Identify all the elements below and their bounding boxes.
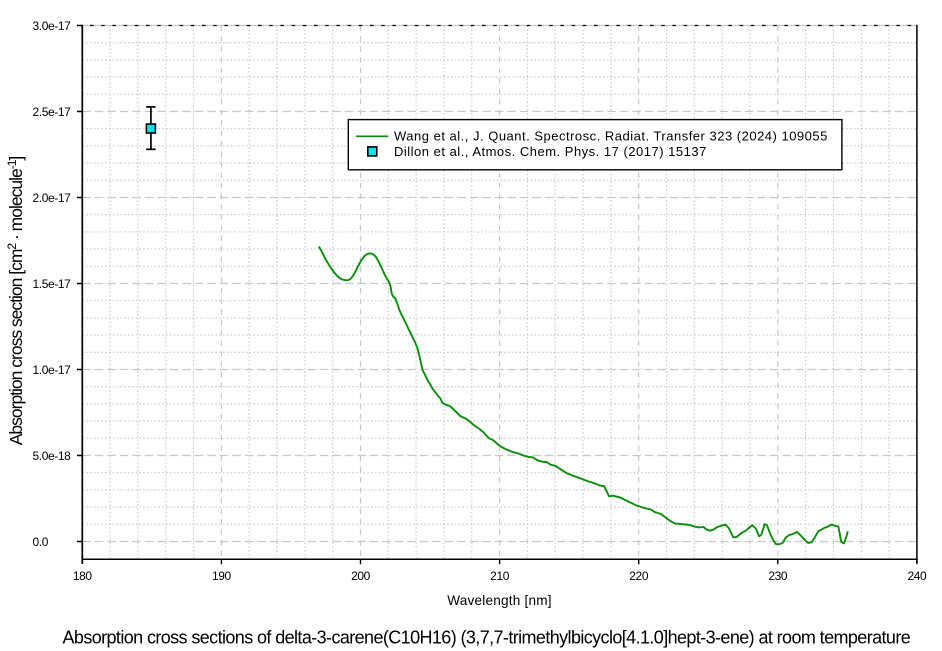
svg-text:2.5e-17: 2.5e-17 [33,105,72,119]
svg-text:Wang et al., J. Quant. Spectro: Wang et al., J. Quant. Spectrosc. Radiat… [394,129,828,144]
svg-text:180: 180 [73,569,93,583]
svg-text:Dillon et al., Atmos. Chem. Ph: Dillon et al., Atmos. Chem. Phys. 17 (20… [394,144,707,159]
svg-text:2.0e-17: 2.0e-17 [33,191,72,205]
svg-text:3.0e-17: 3.0e-17 [33,19,72,33]
svg-text:200: 200 [351,569,371,583]
svg-text:Absorption cross section [cm2: Absorption cross section [cm2 · molecule… [5,157,26,446]
svg-text:210: 210 [490,569,510,583]
svg-text:0.0: 0.0 [33,535,49,549]
svg-text:1.0e-17: 1.0e-17 [33,363,72,377]
svg-text:1.5e-17: 1.5e-17 [33,277,72,291]
svg-text:240: 240 [907,569,927,583]
svg-text:Wavelength [nm]: Wavelength [nm] [447,593,552,608]
svg-text:Absorption cross sections of d: Absorption cross sections of delta-3-car… [63,627,911,647]
svg-text:5.0e-18: 5.0e-18 [33,449,72,463]
svg-text:230: 230 [768,569,788,583]
svg-text:220: 220 [629,569,649,583]
svg-text:190: 190 [212,569,232,583]
